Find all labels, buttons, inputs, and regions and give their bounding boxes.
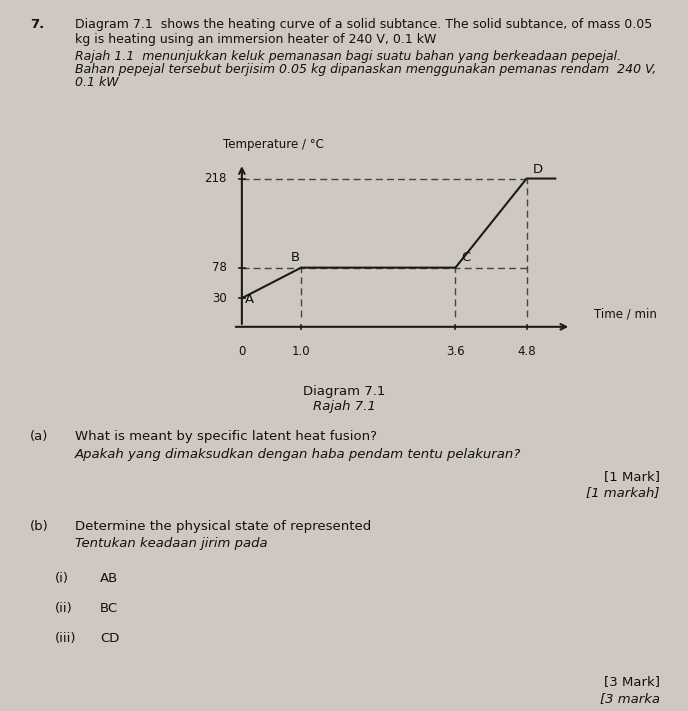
- Text: BC: BC: [100, 602, 118, 615]
- Text: Apakah yang dimaksudkan dengan haba pendam tentu pelakuran?: Apakah yang dimaksudkan dengan haba pend…: [75, 448, 522, 461]
- Text: 0.1 kW: 0.1 kW: [75, 76, 118, 89]
- Text: 218: 218: [204, 172, 226, 185]
- Text: (a): (a): [30, 430, 48, 443]
- Text: 7.: 7.: [30, 18, 44, 31]
- Text: B: B: [290, 252, 300, 264]
- Text: 0: 0: [238, 345, 246, 358]
- Text: 30: 30: [212, 292, 226, 305]
- Text: Diagram 7.1  shows the heating curve of a solid subtance. The solid subtance, of: Diagram 7.1 shows the heating curve of a…: [75, 18, 652, 46]
- Text: (i): (i): [55, 572, 69, 585]
- Text: [3 marka: [3 marka: [600, 692, 660, 705]
- Text: 1.0: 1.0: [292, 345, 310, 358]
- Text: (ii): (ii): [55, 602, 73, 615]
- Text: [1 markah]: [1 markah]: [586, 486, 660, 499]
- Text: Time / min: Time / min: [594, 308, 656, 321]
- Text: AB: AB: [100, 572, 118, 585]
- Text: (b): (b): [30, 520, 49, 533]
- Text: Temperature / °C: Temperature / °C: [223, 139, 324, 151]
- Text: [1 Mark]: [1 Mark]: [604, 470, 660, 483]
- Text: Bahan pepejal tersebut berjisim 0.05 kg dipanaskan menggunakan pemanas rendam  2: Bahan pepejal tersebut berjisim 0.05 kg …: [75, 63, 656, 76]
- Text: 3.6: 3.6: [446, 345, 464, 358]
- Text: Rajah 7.1: Rajah 7.1: [312, 400, 376, 413]
- Text: 4.8: 4.8: [517, 345, 536, 358]
- Text: A: A: [245, 293, 254, 306]
- Text: Diagram 7.1: Diagram 7.1: [303, 385, 385, 398]
- Text: (iii): (iii): [55, 632, 76, 645]
- Text: Rajah 1.1  menunjukkan keluk pemanasan bagi suatu bahan yang berkeadaan pepejal.: Rajah 1.1 menunjukkan keluk pemanasan ba…: [75, 50, 621, 63]
- Text: Determine the physical state of represented: Determine the physical state of represen…: [75, 520, 372, 533]
- Text: [3 Mark]: [3 Mark]: [604, 675, 660, 688]
- Text: D: D: [533, 163, 543, 176]
- Text: C: C: [462, 252, 471, 264]
- Text: 78: 78: [212, 261, 226, 274]
- Text: What is meant by specific latent heat fusion?: What is meant by specific latent heat fu…: [75, 430, 377, 443]
- Text: CD: CD: [100, 632, 120, 645]
- Text: Tentukan keadaan jirim pada: Tentukan keadaan jirim pada: [75, 537, 268, 550]
